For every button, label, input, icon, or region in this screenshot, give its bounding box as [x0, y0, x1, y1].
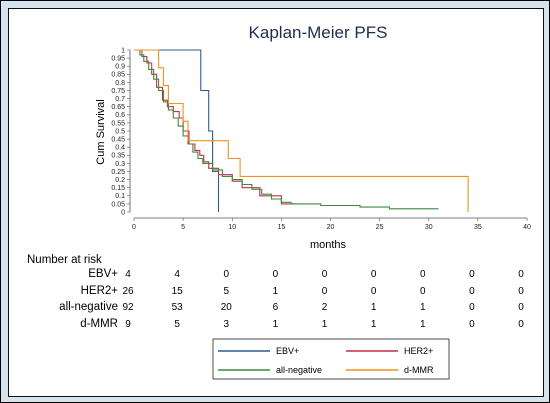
risk-cell: 26 [122, 286, 134, 297]
y-tick-label: 0.4 [115, 145, 125, 152]
x-tick-label: 40 [523, 224, 531, 231]
risk-cell: 1 [420, 302, 426, 313]
y-tick-label: 0.55 [111, 120, 125, 127]
y-tick-label: 0.25 [111, 169, 125, 176]
risk-cell: 0 [273, 269, 279, 280]
x-tick-label: 15 [277, 224, 285, 231]
risk-cell: 4 [174, 269, 180, 280]
risk-cell: 53 [172, 302, 184, 313]
risk-cell: 15 [172, 286, 184, 297]
risk-cell: 20 [221, 302, 233, 313]
series-line-d-mmr [134, 49, 469, 212]
risk-row-label: EBV+ [88, 268, 118, 280]
y-tick-label: 0.45 [111, 137, 125, 144]
y-tick-label: 0.65 [111, 104, 125, 111]
x-tick-label: 30 [425, 224, 433, 231]
y-tick-label: 0.9 [115, 64, 125, 71]
series-line-her2- [134, 49, 297, 205]
risk-cell: 1 [371, 319, 377, 330]
y-tick-label: 0.2 [115, 177, 125, 184]
y-tick-label: 0.05 [111, 201, 125, 208]
y-tick-label: 0.75 [111, 88, 125, 95]
risk-row-label: all-negative [59, 301, 118, 313]
x-tick-label: 20 [327, 224, 335, 231]
y-tick-label: 1 [121, 47, 125, 54]
risk-cell: 0 [469, 302, 475, 313]
chart-title: Kaplan-Meier PFS [249, 23, 388, 42]
x-tick-label: 35 [474, 224, 482, 231]
risk-cell: 4 [125, 269, 131, 280]
risk-cell: 0 [518, 286, 524, 297]
risk-table-title: Number at risk [27, 254, 102, 266]
y-tick-label: 0.95 [111, 56, 125, 63]
legend-label: HER2+ [404, 346, 433, 356]
x-axis-title: months [310, 239, 347, 251]
y-tick-label: 0.8 [115, 80, 125, 87]
risk-cell: 0 [371, 269, 377, 280]
risk-cell: 0 [420, 269, 426, 280]
risk-cell: 0 [469, 286, 475, 297]
risk-cell: 6 [273, 302, 279, 313]
y-tick-label: 0.5 [115, 128, 125, 135]
risk-cell: 0 [518, 302, 524, 313]
y-tick-label: 0.35 [111, 153, 125, 160]
chart-panel [8, 8, 544, 397]
y-tick-label: 0.3 [115, 161, 125, 168]
y-tick-label: 0.6 [115, 112, 125, 119]
risk-cell: 0 [223, 269, 229, 280]
y-tick-label: 0.1 [115, 193, 125, 200]
y-axis-title: Cum Survival [95, 99, 107, 164]
risk-cell: 1 [273, 319, 279, 330]
risk-cell: 9 [125, 319, 131, 330]
risk-cell: 1 [420, 319, 426, 330]
x-tick-label: 5 [181, 224, 185, 231]
risk-row-label: HER2+ [81, 285, 119, 297]
legend-label: d-MMR [404, 365, 434, 375]
risk-cell: 0 [518, 319, 524, 330]
legend-label: all-negative [276, 365, 322, 375]
plot-area: 00.050.10.150.20.250.30.350.40.450.50.55… [111, 47, 531, 231]
risk-cell: 2 [322, 302, 328, 313]
risk-cell: 0 [371, 286, 377, 297]
risk-cell: 0 [518, 269, 524, 280]
legend-label: EBV+ [276, 346, 299, 356]
risk-row-label: d-MMR [80, 318, 118, 330]
x-tick-label: 0 [132, 224, 136, 231]
risk-cell: 92 [122, 302, 134, 313]
risk-cell: 0 [420, 286, 426, 297]
y-tick-label: 0.85 [111, 72, 125, 79]
risk-cell: 0 [469, 269, 475, 280]
risk-cell: 1 [322, 319, 328, 330]
risk-cell: 5 [223, 286, 229, 297]
x-tick-label: 10 [228, 224, 236, 231]
legend: EBV+ HER2+ all-negative d-MMR [212, 338, 450, 380]
risk-cell: 0 [322, 286, 328, 297]
risk-cell: 5 [174, 319, 180, 330]
risk-cell: 0 [322, 269, 328, 280]
series-line-all-negative [134, 49, 439, 210]
series-line-ebv- [134, 49, 220, 212]
risk-cell: 3 [223, 319, 229, 330]
risk-cell: 0 [469, 319, 475, 330]
risk-cell: 1 [371, 302, 377, 313]
y-tick-label: 0 [121, 209, 125, 216]
x-tick-label: 25 [376, 224, 384, 231]
y-tick-label: 0.7 [115, 96, 125, 103]
legend-box [212, 338, 450, 380]
y-tick-label: 0.15 [111, 185, 125, 192]
risk-cell: 1 [273, 286, 279, 297]
